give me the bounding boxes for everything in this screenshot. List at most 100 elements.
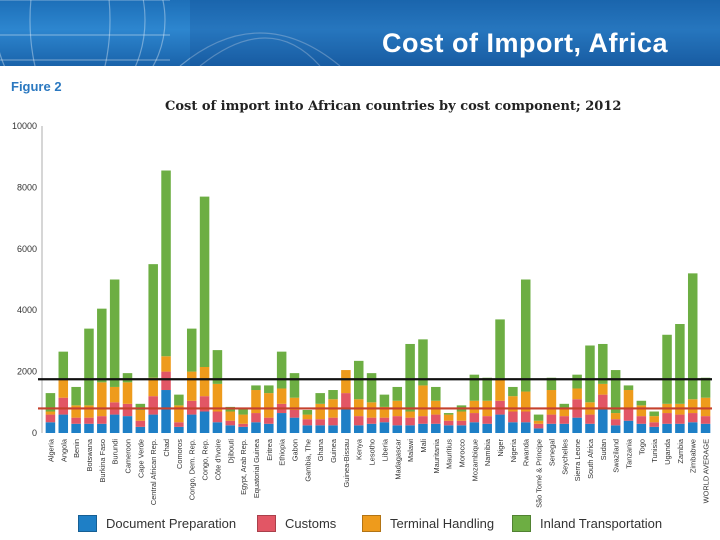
bar-segment-terminal: [122, 382, 133, 404]
bar-segment-terminal: [58, 379, 69, 398]
bar-segment-terminal: [469, 400, 480, 414]
bar-segment-terminal: [264, 393, 274, 418]
bar-segment-document: [533, 428, 544, 433]
x-tick-label: Mozambique: [470, 439, 479, 481]
bar-segment-document: [161, 390, 171, 433]
bar-segment-customs: [687, 413, 698, 423]
figure-label: Figure 2: [11, 79, 62, 94]
bar-segment-customs: [302, 419, 313, 426]
bar-segment-document: [508, 422, 518, 433]
bar-segment-document: [302, 425, 313, 433]
bar-segment-inland: [161, 170, 171, 357]
bar-segment-customs: [546, 414, 557, 424]
y-tick-label: 4000: [17, 305, 37, 315]
chart-title: Cost of import into African countries by…: [165, 99, 622, 114]
bar-segment-customs: [623, 408, 634, 421]
bar-segment-document: [225, 425, 236, 433]
y-tick-label: 2000: [17, 367, 37, 377]
legend-item-document: Document Preparation: [78, 515, 236, 532]
x-tick-label: Kenya: [355, 438, 364, 460]
bar-segment-customs: [315, 419, 325, 426]
bar-segment-customs: [508, 411, 518, 423]
bar-segment-inland: [302, 409, 313, 415]
bar-segment-document: [135, 426, 146, 433]
bar-segment-inland: [649, 411, 659, 417]
x-tick-label: Madagascar: [393, 438, 402, 479]
bar-segment-customs: [585, 414, 595, 424]
legend-item-terminal: Terminal Handling: [362, 515, 494, 532]
x-tick-label: Congo, Dem. Rep.: [188, 439, 197, 500]
legend-swatch-document: [78, 515, 97, 532]
legend-swatch-inland: [512, 515, 531, 532]
bar-segment-document: [251, 422, 261, 433]
x-tick-label: South Africa: [586, 438, 595, 479]
x-tick-label: Angola: [59, 438, 68, 462]
bar-segment-terminal: [598, 383, 608, 395]
bar-segment-terminal: [199, 367, 210, 397]
bar-segment-terminal: [495, 379, 505, 401]
x-tick-label: Central African Rep.: [149, 439, 158, 505]
legend-label: Customs: [285, 516, 337, 531]
bar-segment-customs: [71, 417, 81, 424]
x-tick-label: Gambia, The: [303, 439, 312, 482]
bar-segment-inland: [431, 386, 441, 401]
x-tick-label: Lesotho: [368, 439, 377, 465]
bar-segment-document: [289, 417, 300, 433]
bar-segment-document: [520, 422, 531, 433]
bar-segment-terminal: [186, 371, 197, 401]
x-tick-label: Côte d'Ivoire: [213, 439, 222, 480]
bar-segment-customs: [431, 414, 441, 424]
legend-label: Terminal Handling: [390, 516, 495, 531]
x-tick-label: Burundi: [111, 439, 120, 465]
bar-segment-inland: [687, 273, 698, 400]
bar-segment-inland: [623, 385, 634, 391]
bar-segment-document: [328, 425, 338, 433]
bar-segment-document: [546, 423, 557, 433]
bar-segment-document: [264, 423, 274, 433]
bar-segment-inland: [174, 394, 184, 406]
x-tick-label: Cape Verde: [136, 439, 145, 478]
bar-segment-document: [598, 408, 608, 433]
bar-segment-document: [700, 423, 711, 433]
bar-segment-terminal: [366, 402, 377, 418]
x-tick-label: Namibia: [483, 438, 492, 466]
x-tick-label: Seychelles: [560, 439, 569, 475]
bar-segment-document: [495, 414, 505, 433]
bar-segment-customs: [598, 394, 608, 409]
bar-segment-document: [174, 426, 184, 433]
bar-segment-inland: [559, 403, 570, 409]
bar-segment-document: [456, 425, 467, 433]
bar-segment-document: [443, 425, 454, 433]
bar-segment-inland: [585, 345, 595, 403]
bar-segment-customs: [84, 417, 94, 424]
x-tick-label: Rwanda: [522, 438, 531, 466]
bar-segment-inland: [58, 351, 69, 380]
bar-segment-customs: [97, 416, 107, 424]
bar-segment-customs: [636, 416, 647, 424]
x-tick-label: Botswana: [85, 438, 94, 471]
bar-segment-document: [431, 423, 441, 433]
x-tick-label: Nigeria: [509, 438, 518, 462]
bar-segment-customs: [520, 411, 531, 423]
bar-segment-inland: [443, 413, 454, 415]
bar-segment-document: [276, 413, 287, 433]
bar-segment-document: [366, 423, 377, 433]
bar-segment-terminal: [533, 420, 544, 424]
bar-segment-inland: [84, 328, 94, 406]
bar-segment-inland: [546, 377, 557, 391]
bar-segment-terminal: [649, 416, 659, 423]
bar-segment-inland: [495, 319, 505, 380]
bar-segment-document: [109, 414, 120, 433]
bar-segment-customs: [662, 413, 672, 424]
bar-segment-document: [585, 423, 595, 433]
bar-segment-terminal: [71, 405, 81, 418]
bar-segment-inland: [700, 377, 711, 398]
bar-segment-inland: [264, 385, 274, 394]
bar-segment-terminal: [276, 388, 287, 404]
bar-segment-customs: [148, 396, 158, 415]
bar-segment-terminal: [174, 405, 184, 423]
bar-segment-terminal: [251, 390, 261, 414]
bar-segment-terminal: [109, 386, 120, 403]
bar-segment-document: [559, 423, 570, 433]
